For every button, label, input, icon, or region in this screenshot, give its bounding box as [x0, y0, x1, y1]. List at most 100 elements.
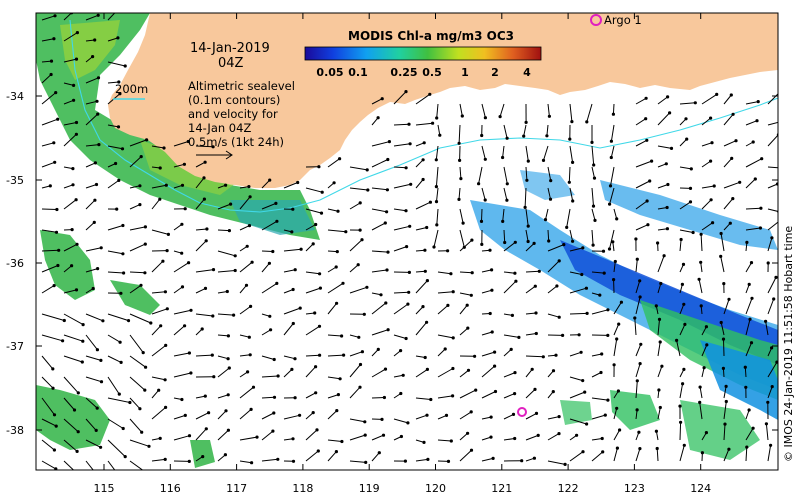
velocity-arrow-head [530, 367, 534, 371]
velocity-arrow [679, 304, 685, 315]
velocity-arrow [41, 38, 54, 42]
velocity-arrow [701, 222, 713, 231]
velocity-arrow [699, 387, 703, 399]
velocity-arrow [679, 201, 691, 210]
velocity-arrow-head [318, 286, 322, 290]
velocity-arrow-head [162, 146, 166, 150]
velocity-arrow [151, 389, 160, 399]
velocity-arrow-head [166, 232, 170, 236]
velocity-arrow [657, 407, 661, 420]
velocity-arrow [698, 279, 703, 294]
velocity-arrow [151, 345, 167, 357]
velocity-arrow-head [52, 413, 57, 417]
velocity-arrow-head [226, 428, 230, 432]
velocity-arrow-head [583, 390, 587, 394]
velocity-arrow-head [511, 412, 516, 416]
velocity-arrow [525, 145, 529, 162]
velocity-arrow-head [704, 325, 709, 329]
velocity-arrow [503, 393, 515, 399]
velocity-arrow [767, 386, 773, 399]
velocity-arrow-head [75, 30, 79, 35]
colorbar-tick-label: 0.25 [390, 66, 417, 79]
velocity-arrow [437, 305, 449, 315]
velocity-arrow-head [770, 346, 774, 350]
velocity-arrow-head [438, 133, 442, 137]
velocity-arrow-head [121, 223, 125, 228]
velocity-arrow [195, 428, 207, 441]
velocity-arrow [525, 368, 533, 378]
velocity-arrow [499, 103, 505, 117]
velocity-arrow [547, 260, 560, 273]
velocity-arrow [503, 271, 515, 274]
velocity-arrow-head [533, 387, 537, 391]
velocity-arrow-head [548, 197, 553, 201]
velocity-arrow [635, 200, 648, 210]
colorbar-tick-label: 0.1 [348, 66, 368, 79]
velocity-arrow-head [490, 268, 494, 272]
velocity-arrow [723, 181, 740, 189]
velocity-arrow-head [451, 336, 455, 340]
velocity-arrow [436, 208, 439, 225]
velocity-arrow-head [384, 301, 388, 305]
velocity-arrow-head [561, 333, 565, 337]
velocity-arrow-head [344, 230, 348, 234]
velocity-arrow [107, 145, 123, 150]
velocity-arrow [566, 208, 571, 228]
velocity-arrow-head [95, 348, 99, 352]
velocity-arrow [545, 208, 549, 220]
velocity-arrow-head [158, 436, 162, 440]
velocity-arrow [151, 184, 167, 189]
velocity-arrow [767, 134, 778, 147]
velocity-arrow-head [268, 314, 272, 318]
velocity-arrow-head [385, 268, 389, 272]
lat-label: -34 [6, 90, 24, 103]
velocity-arrow [547, 285, 558, 294]
velocity-arrow-head [404, 209, 408, 213]
velocity-arrow-head [75, 242, 79, 246]
velocity-arrow [349, 364, 361, 378]
velocity-arrow-head [581, 246, 585, 250]
velocity-arrow-head [52, 448, 57, 452]
velocity-arrow [415, 122, 433, 126]
velocity-arrow [261, 282, 278, 294]
velocity-arrow-head [51, 386, 55, 390]
velocity-arrow-head [490, 288, 494, 292]
velocity-arrow [305, 392, 316, 399]
velocity-arrow [613, 261, 616, 273]
velocity-arrow-head [117, 178, 121, 182]
velocity-arrow-head [94, 182, 99, 187]
velocity-arrow [723, 339, 725, 357]
colorbar-tick-label: 1 [461, 66, 469, 79]
velocity-arrow [524, 187, 527, 208]
velocity-arrow-head [457, 197, 461, 201]
velocity-arrow [745, 178, 756, 189]
velocity-arrow-head [211, 268, 216, 272]
velocity-arrow [657, 366, 663, 378]
velocity-arrow-head [315, 428, 319, 432]
velocity-arrow-head [551, 369, 556, 373]
velocity-arrow-head [533, 284, 537, 288]
velocity-arrow [393, 166, 407, 169]
velocity-arrow [63, 122, 77, 126]
velocity-arrow [261, 412, 275, 420]
velocity-arrow-head [513, 392, 517, 396]
velocity-arrow [107, 225, 124, 231]
velocity-arrow [745, 207, 761, 210]
velocity-arrow-head [683, 322, 687, 326]
velocity-arrow [283, 414, 300, 420]
velocity-arrow-head [314, 391, 318, 395]
velocity-arrow-head [783, 119, 786, 122]
velocity-arrow-head [645, 199, 649, 203]
velocity-arrow-head [719, 254, 723, 258]
velocity-arrow [129, 355, 146, 368]
velocity-arrow-head [563, 462, 567, 466]
velocity-arrow [767, 93, 778, 105]
velocity-arrow-head [772, 297, 776, 301]
velocity-arrow [767, 166, 778, 169]
velocity-arrow-head [187, 261, 191, 265]
velocity-arrow-head [734, 139, 738, 143]
velocity-arrow [437, 395, 453, 399]
velocity-arrow-head [557, 432, 561, 436]
velocity-arrow-head [443, 347, 447, 351]
velocity-arrow-head [229, 202, 233, 206]
